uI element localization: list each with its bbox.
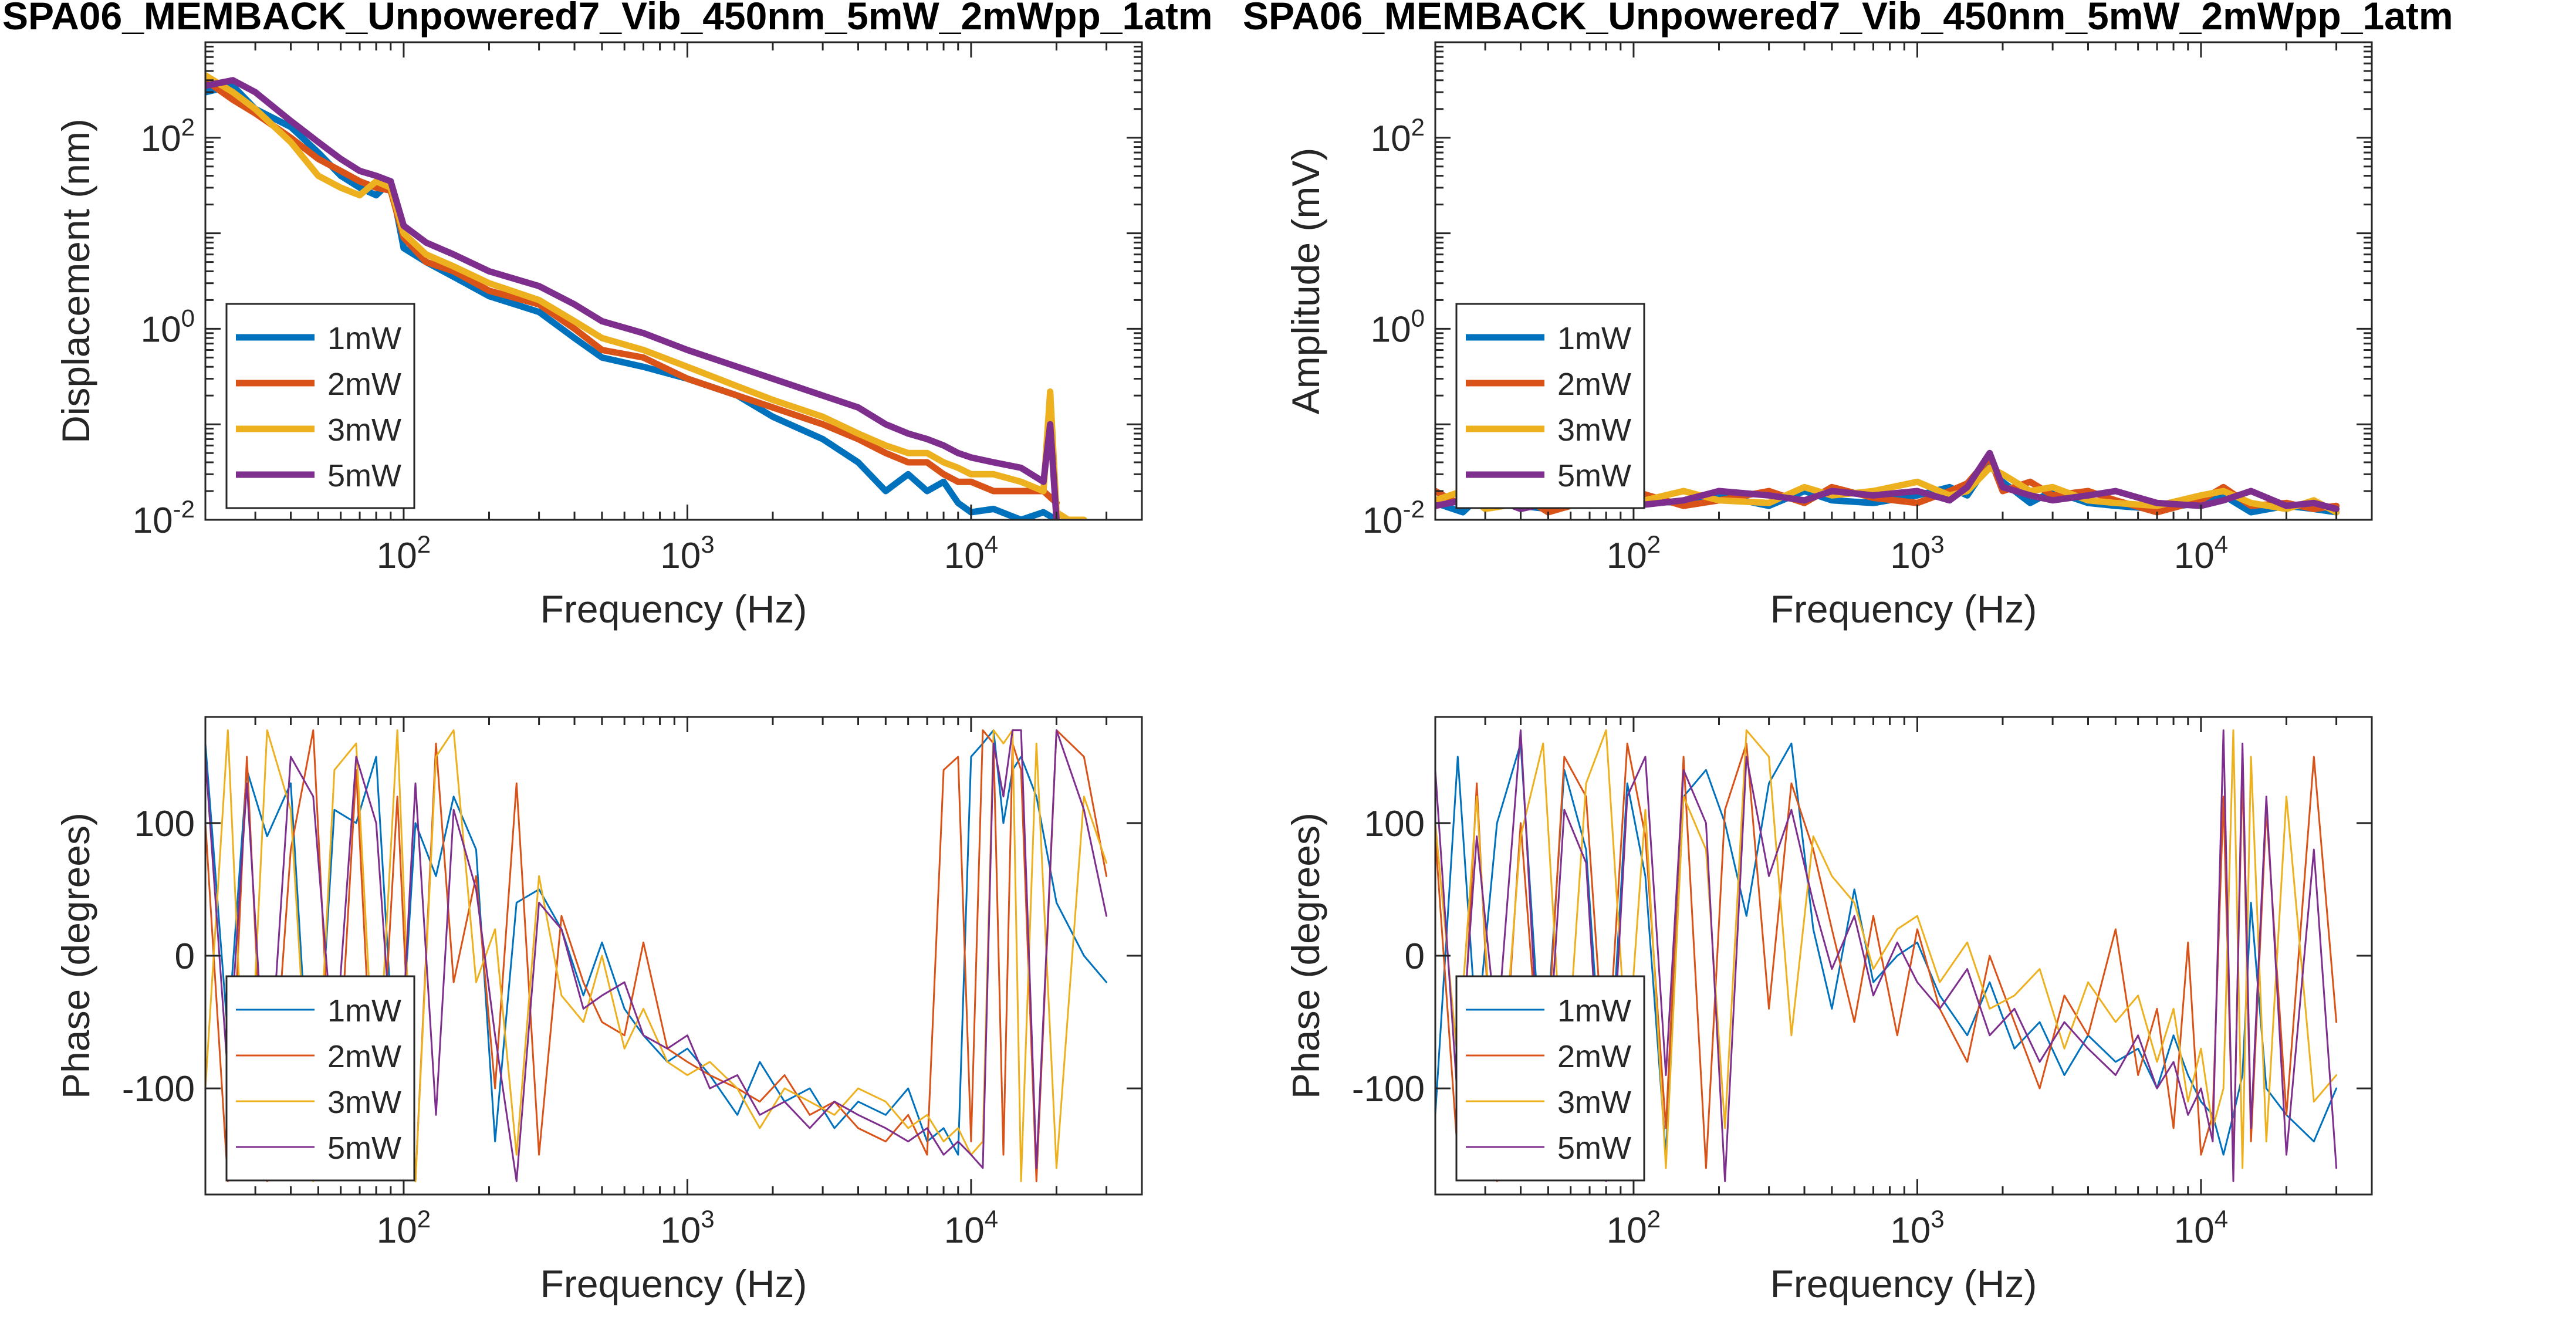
x-tick-label: 102 — [1607, 530, 1661, 576]
x-tick-label: 103 — [1890, 530, 1944, 576]
chart-panel-3: 102 103 104 -100 0 100 Frequency (Hz) Phase (de… — [54, 716, 1143, 1305]
series-line-5mW — [205, 77, 1060, 520]
legend-label: 5mW — [1557, 1131, 1631, 1166]
y-tick-label: 100 — [134, 804, 195, 844]
chart-title: SPA06_MEMBACK_Unpowered7_Vib_450nm_5mW_2… — [2, 0, 1213, 38]
y-axis-label: Amplitude (mV) — [1284, 148, 1327, 415]
legend-label: 1mW — [1557, 321, 1631, 356]
series-group — [205, 729, 1108, 1182]
y-tick-label: 100 — [141, 304, 195, 350]
series-line-3mW — [1435, 729, 2338, 1169]
x-axis-label: Frequency (Hz) — [540, 587, 807, 631]
x-axis-label: Frequency (Hz) — [540, 1262, 807, 1305]
x-tick-label: 102 — [1607, 1205, 1661, 1251]
series-line-1mW — [205, 82, 1060, 520]
y-tick-label: 100 — [1371, 304, 1425, 350]
y-tick-label: 0 — [1405, 936, 1425, 977]
y-tick-label: -100 — [1352, 1069, 1425, 1109]
chart-panel-1: 102 103 104 10-2 100 102 Frequency (Hz) Displac… — [2, 0, 1213, 631]
legend: 1mW 2mW 3mW 5mW — [225, 303, 415, 509]
y-tick-label: 10-2 — [133, 495, 195, 541]
legend-label: 1mW — [327, 321, 401, 356]
x-tick-label: 104 — [944, 530, 998, 576]
x-tick-label: 104 — [2174, 1205, 2228, 1251]
legend-label: 2mW — [327, 1039, 401, 1074]
x-tick-label: 103 — [1890, 1205, 1944, 1251]
x-tick-label: 104 — [2174, 530, 2228, 576]
x-axis-label: Frequency (Hz) — [1770, 1262, 2037, 1305]
legend-label: 3mW — [1557, 1085, 1631, 1120]
legend-label: 3mW — [327, 1085, 401, 1120]
y-tick-label: 100 — [1364, 804, 1425, 844]
legend-label: 3mW — [1557, 412, 1631, 448]
chart-panel-4: 102 103 104 -100 0 100 Frequency (Hz) Phase (de… — [1284, 716, 2373, 1305]
legend: 1mW 2mW 3mW 5mW — [225, 975, 415, 1182]
chart-panel-2: 102 103 104 10-2 100 102 Frequency (Hz) Amplitu… — [1243, 0, 2453, 631]
x-axis-label: Frequency (Hz) — [1770, 587, 2037, 631]
series-group — [205, 72, 1087, 520]
legend-label: 2mW — [327, 367, 401, 402]
series-line-2mW — [205, 77, 1060, 506]
legend: 1mW 2mW 3mW 5mW — [1455, 303, 1645, 509]
y-tick-label: -100 — [122, 1069, 195, 1109]
x-tick-label: 104 — [944, 1205, 998, 1251]
legend-label: 5mW — [1557, 458, 1631, 493]
y-tick-label: 0 — [175, 936, 195, 977]
legend-label: 5mW — [327, 458, 401, 493]
legend-label: 2mW — [1557, 1039, 1631, 1074]
x-tick-label: 103 — [660, 530, 714, 576]
legend-label: 5mW — [327, 1131, 401, 1166]
x-tick-label: 102 — [377, 1205, 431, 1251]
y-tick-label: 102 — [141, 113, 195, 159]
legend-label: 1mW — [327, 993, 401, 1028]
y-tick-label: 102 — [1371, 113, 1425, 159]
y-tick-label: 10-2 — [1363, 495, 1425, 541]
series-line-3mW — [205, 72, 1087, 520]
legend-label: 1mW — [1557, 993, 1631, 1028]
x-tick-label: 103 — [660, 1205, 714, 1251]
series-line-5mW — [205, 729, 1108, 1182]
legend-label: 2mW — [1557, 367, 1631, 402]
y-axis-label: Phase (degrees) — [1284, 813, 1327, 1099]
chart-title: SPA06_MEMBACK_Unpowered7_Vib_450nm_5mW_2… — [1243, 0, 2453, 38]
series-line-2mW — [205, 729, 1108, 1182]
legend: 1mW 2mW 3mW 5mW — [1455, 975, 1645, 1182]
y-axis-label: Phase (degrees) — [54, 813, 97, 1099]
y-axis-label: Displacement (nm) — [54, 119, 97, 444]
x-tick-label: 102 — [377, 530, 431, 576]
legend-label: 3mW — [327, 412, 401, 448]
